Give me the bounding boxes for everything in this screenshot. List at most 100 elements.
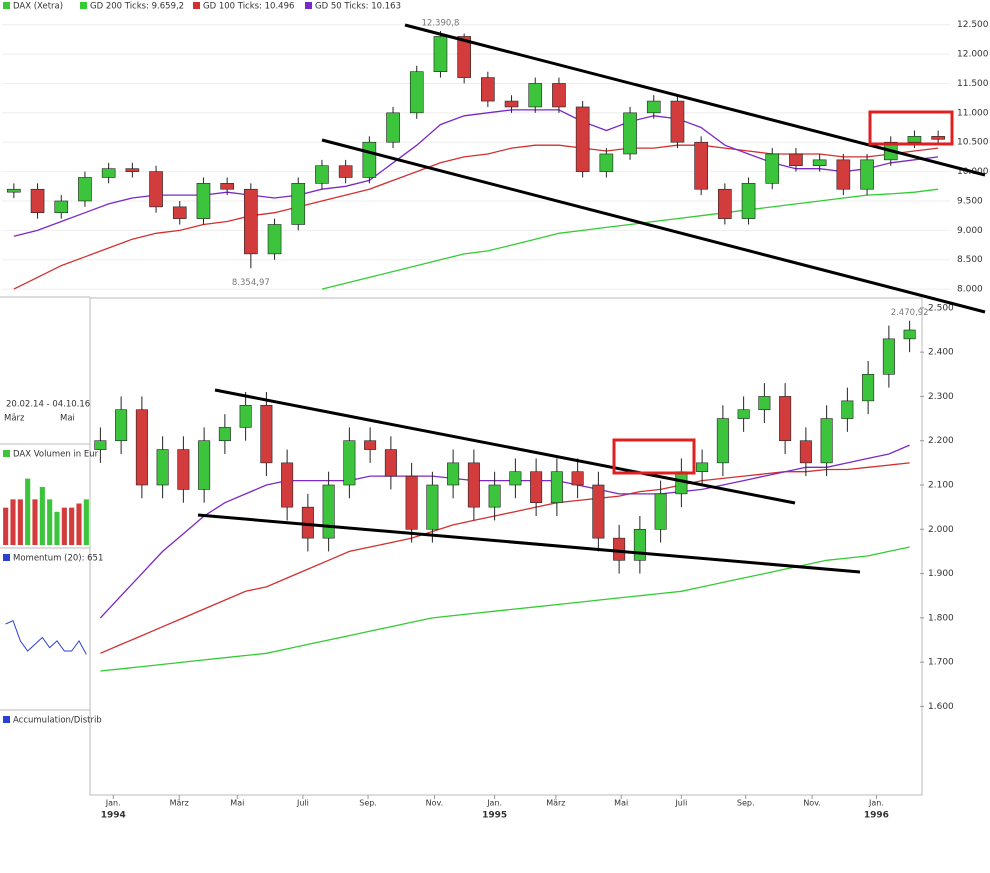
bottom-chart: 1.600 1.700 1.800 1.900 2.000 2.100 2.200 2.300… <box>94 303 954 821</box>
bar <box>69 507 75 545</box>
y-tick-label: 2.200 <box>928 436 954 446</box>
x-tick-label: Sep. <box>737 799 755 808</box>
highlight-box <box>612 438 696 475</box>
candle-body <box>550 471 563 504</box>
candle-body <box>433 36 448 73</box>
y-tick-label: 2.400 <box>928 348 954 358</box>
candle-body <box>592 484 605 539</box>
candle-body <box>633 528 646 561</box>
candle-body <box>386 112 400 143</box>
y-tick-label: 1.800 <box>928 613 954 623</box>
legend-label: GD 100 Ticks: 10.496 <box>203 2 294 12</box>
candle-body <box>78 177 92 202</box>
y-tick-label: 9.000 <box>957 226 983 236</box>
candle-body <box>101 168 116 178</box>
candle-body <box>177 449 190 490</box>
candle-body <box>267 224 282 255</box>
candle-body <box>716 418 729 464</box>
candle-body <box>599 153 614 172</box>
volume-panel <box>3 478 89 545</box>
x-year-label: 1994 <box>101 811 126 821</box>
y-tick-label: 2.300 <box>928 392 954 402</box>
candle-body <box>907 136 922 143</box>
moving-average <box>100 462 910 654</box>
annotation: 12.390,8 <box>422 19 460 29</box>
candle-body <box>552 83 566 108</box>
bar <box>61 507 67 545</box>
moving-average <box>100 546 910 672</box>
candle-body <box>571 471 584 486</box>
candle-body <box>94 440 107 450</box>
candle-body <box>509 471 522 486</box>
moving-average <box>99 444 910 619</box>
candle-body <box>115 409 128 442</box>
trend-line <box>404 23 986 177</box>
panel-title: Momentum (20): 651 <box>13 554 103 564</box>
month-label: März <box>4 414 25 424</box>
candle-body <box>860 159 874 190</box>
trend-line <box>214 388 796 505</box>
candle-body <box>646 100 661 114</box>
trend-line <box>197 513 861 574</box>
candle-body <box>613 537 626 561</box>
candle-body <box>812 159 827 167</box>
candle-body <box>260 404 273 464</box>
candle-body <box>244 188 258 255</box>
candle-body <box>362 141 377 178</box>
x-year-label: 1996 <box>864 811 889 821</box>
y-tick-label: 11.000 <box>957 108 989 118</box>
candle-body <box>135 409 148 486</box>
candle-body <box>799 440 812 464</box>
candle-body <box>488 484 501 508</box>
x-tick-label: Nov. <box>426 799 444 808</box>
bar <box>10 499 16 545</box>
bar <box>3 507 9 545</box>
x-tick-label: Jan. <box>105 799 121 808</box>
top-legend: DAX (Xetra) GD 200 Ticks: 9.659,2 GD 100… <box>3 2 401 12</box>
candle-body <box>239 404 252 428</box>
candle-body <box>467 462 480 508</box>
candle-body <box>504 100 519 108</box>
candle-body <box>737 409 750 419</box>
panel-title: DAX Volumen in Eur <box>13 450 99 460</box>
candle-body <box>281 462 294 508</box>
bar <box>47 499 53 545</box>
candle-body <box>718 188 732 219</box>
candle-body <box>528 83 543 108</box>
candle-body <box>670 100 685 143</box>
candle-body <box>820 418 833 464</box>
candle-body <box>741 183 756 219</box>
candle-body <box>343 440 356 486</box>
candle-body <box>765 153 780 184</box>
candle-body <box>291 183 306 225</box>
candle-body <box>575 106 590 172</box>
moving-average <box>13 144 939 290</box>
date-range: 20.02.14 - 04.10.16 <box>6 400 90 410</box>
candle-body <box>315 165 329 184</box>
candle-body <box>196 183 211 219</box>
y-tick-label: 2.000 <box>928 525 954 535</box>
candle-body <box>841 400 854 419</box>
candle-body <box>220 183 234 190</box>
y-tick-label: 1.900 <box>928 569 954 579</box>
legend-swatch <box>193 2 200 9</box>
y-tick-label: 1.700 <box>928 658 954 668</box>
bar <box>76 503 82 545</box>
candle-body <box>789 153 803 167</box>
candle-body <box>836 159 851 190</box>
candle-body <box>457 36 471 78</box>
candle-body <box>172 206 187 219</box>
candle-body <box>7 188 21 193</box>
candle-body <box>405 475 418 530</box>
legend-swatch <box>80 2 87 9</box>
annotation: 2.470,92 <box>891 308 929 318</box>
y-tick-label: 1.600 <box>928 702 954 712</box>
momentum-panel <box>5 619 87 655</box>
y-tick-label: 8.000 <box>957 285 983 295</box>
bar <box>32 499 38 545</box>
legend-swatch <box>3 716 10 723</box>
bar <box>39 486 45 545</box>
candle-body <box>364 440 377 450</box>
candle-body <box>654 493 667 530</box>
